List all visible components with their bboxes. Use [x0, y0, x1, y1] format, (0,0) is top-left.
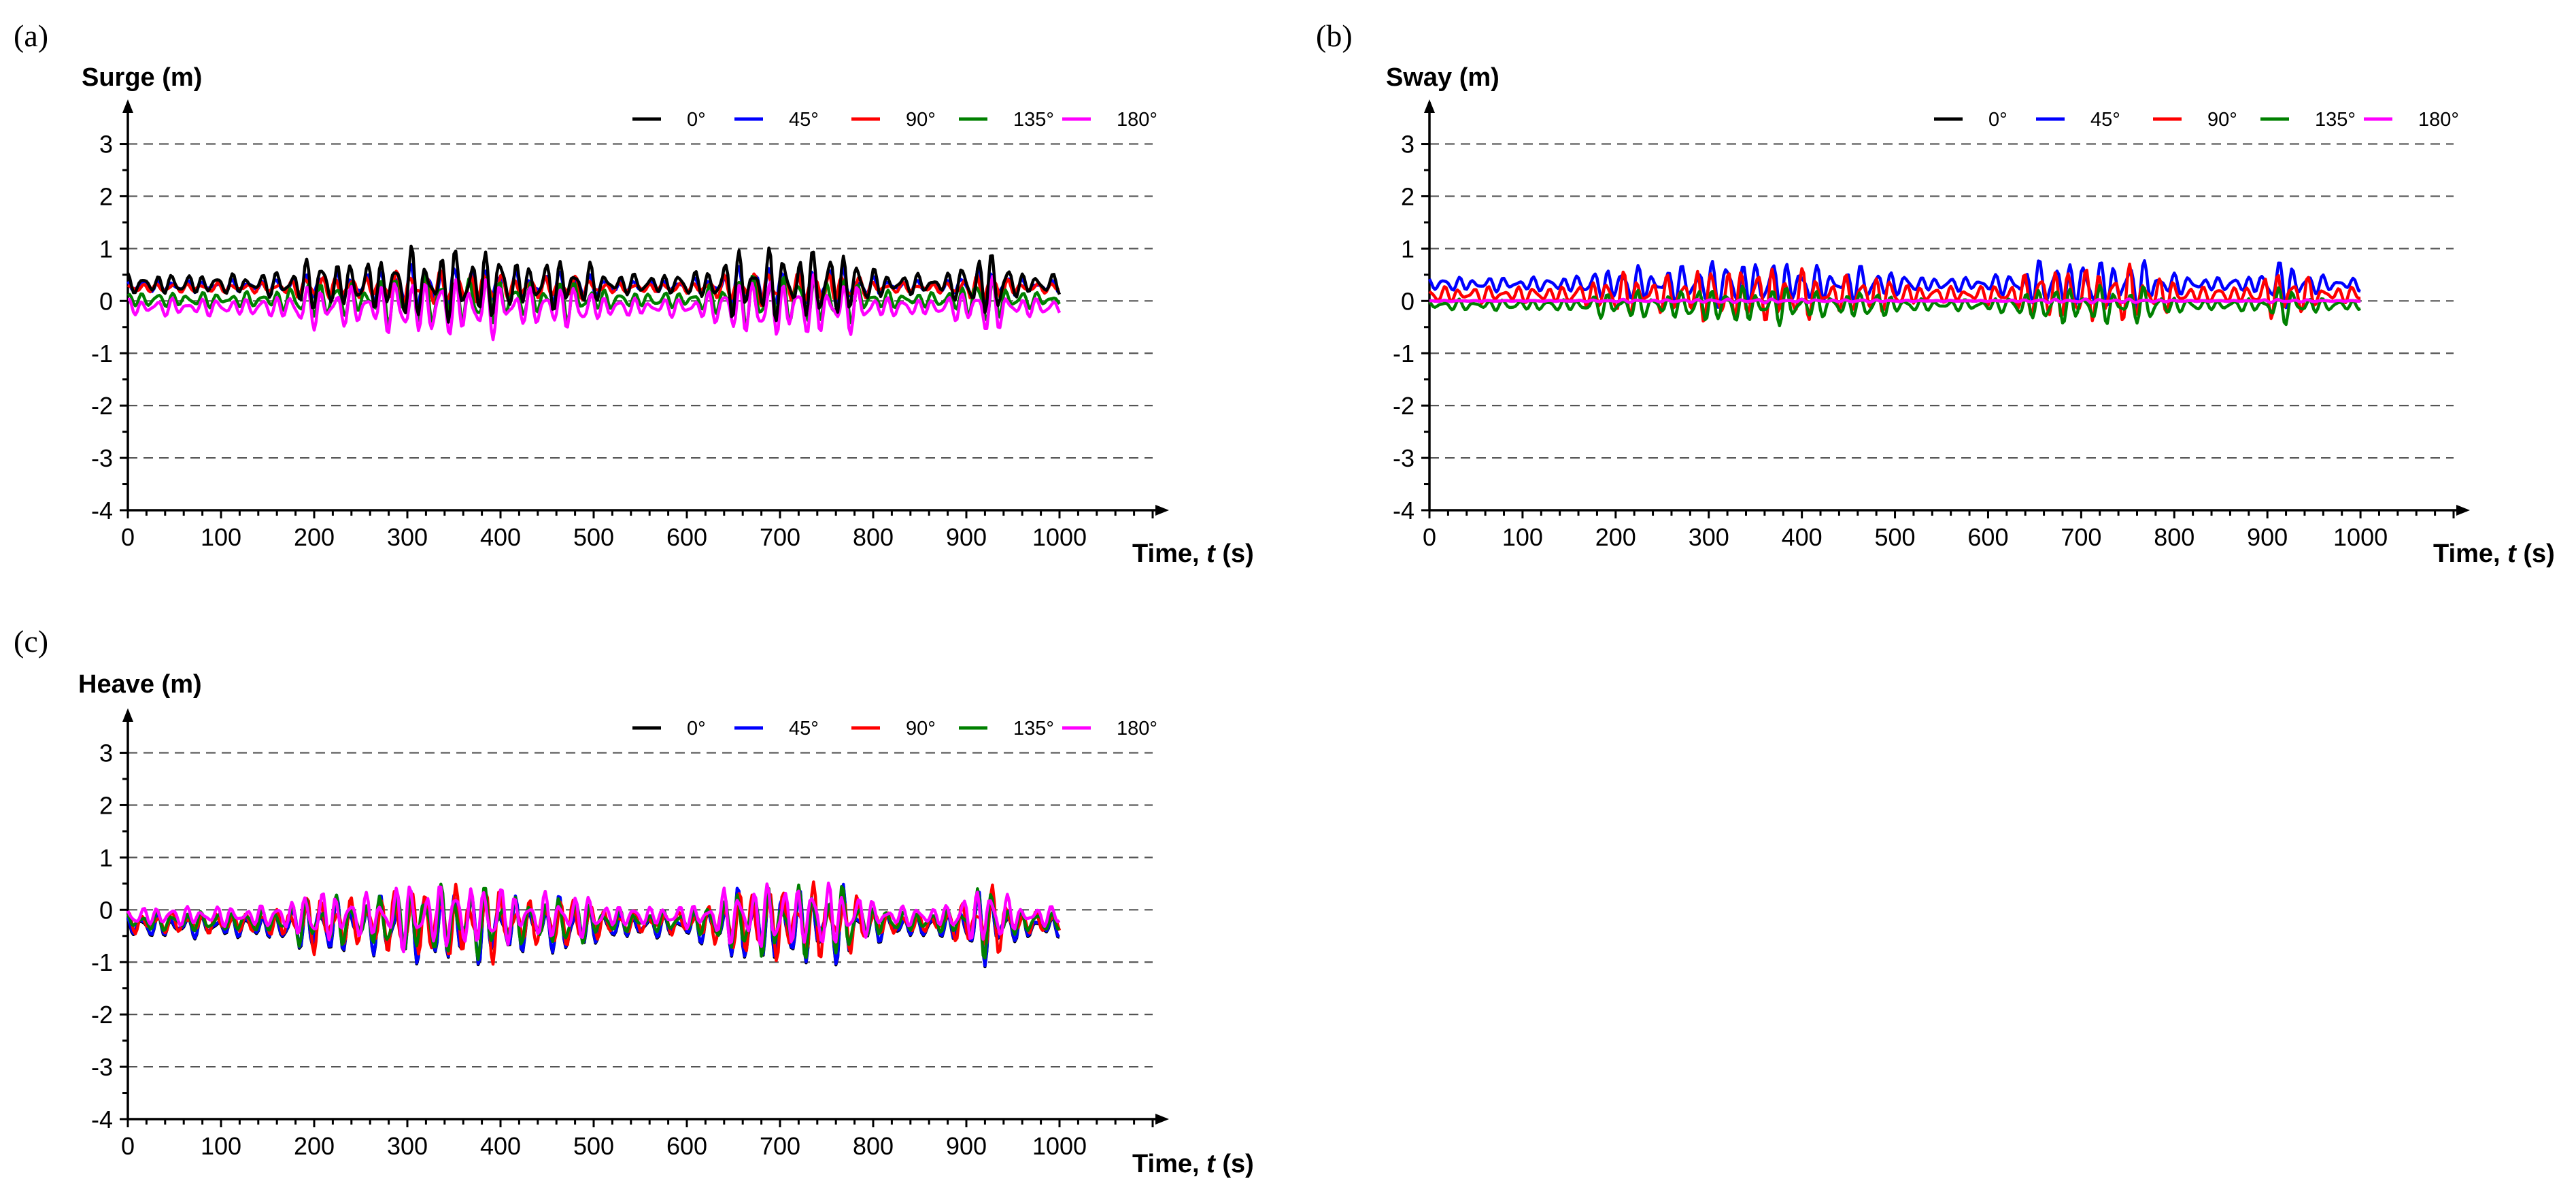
legend-label: 135° — [1013, 718, 1054, 740]
y-axis-label: Sway (m) — [1386, 63, 1499, 92]
x-tick-label: 0 — [1423, 523, 1436, 551]
x-tick-label: 900 — [946, 1132, 987, 1160]
panel-letter: (b) — [1316, 18, 1353, 53]
y-tick-label: -4 — [91, 1106, 113, 1133]
x-axis-label: Time, t (s) — [1132, 539, 1254, 568]
x-axis-label: Time, t (s) — [1132, 1150, 1254, 1178]
x-tick-label: 700 — [760, 1132, 800, 1160]
legend-label: 90° — [906, 109, 936, 131]
y-tick-label: 0 — [1401, 287, 1414, 315]
chart-panel-c: (c) Heave (m) -4 -3 -2 -1 0 1 2 3 0 100 200 300 400 500… — [14, 624, 1254, 1178]
series-line — [1427, 259, 2361, 310]
y-axis-arrow — [1424, 99, 1435, 113]
x-tick-label: 700 — [760, 523, 800, 551]
y-tick-label: -1 — [1393, 339, 1414, 367]
y-tick-label: 3 — [1401, 131, 1414, 159]
y-axis-label: Surge (m) — [82, 63, 202, 92]
y-tick-label: -4 — [91, 497, 113, 525]
x-tick-label: 0 — [121, 1132, 135, 1160]
legend-label: 90° — [906, 718, 936, 740]
x-tick-label: 200 — [294, 1132, 335, 1160]
x-tick-label: 1000 — [1032, 523, 1087, 551]
y-tick-label: -3 — [1393, 444, 1414, 472]
x-tick-label: 100 — [201, 1132, 241, 1160]
y-axis-arrow — [122, 708, 133, 722]
y-tick-label: -3 — [91, 444, 113, 472]
legend-label: 45° — [2090, 109, 2120, 131]
x-tick-label: 0 — [121, 523, 135, 551]
x-tick-label: 800 — [853, 523, 894, 551]
x-tick-label: 600 — [666, 523, 707, 551]
y-tick-label: -1 — [91, 339, 113, 367]
y-tick-label: -1 — [91, 948, 113, 976]
x-tick-label: 400 — [1782, 523, 1823, 551]
series-line — [128, 273, 1062, 342]
y-tick-label: -2 — [91, 392, 113, 420]
legend-label: 0° — [1988, 109, 2007, 131]
legend-label: 0° — [687, 718, 706, 740]
x-axis-label: Time, t (s) — [2433, 539, 2555, 568]
series-line — [1429, 297, 2361, 305]
x-tick-label: 500 — [1875, 523, 1916, 551]
y-tick-label: -2 — [1393, 392, 1414, 420]
x-tick-label: 800 — [853, 1132, 894, 1160]
y-tick-label: 3 — [99, 740, 113, 767]
x-tick-label: 600 — [1967, 523, 2008, 551]
x-tick-label: 400 — [480, 1132, 521, 1160]
x-tick-label: 600 — [666, 1132, 707, 1160]
legend-label: 0° — [687, 109, 706, 131]
x-tick-label: 200 — [294, 523, 335, 551]
x-axis-arrow — [1155, 1114, 1169, 1125]
y-tick-label: 0 — [99, 287, 113, 315]
y-tick-label: -2 — [91, 1001, 113, 1029]
x-tick-label: 300 — [387, 523, 428, 551]
x-tick-label: 300 — [1689, 523, 1729, 551]
x-tick-label: 200 — [1595, 523, 1636, 551]
y-tick-label: 1 — [99, 844, 113, 871]
x-tick-label: 1000 — [1032, 1132, 1087, 1160]
y-tick-label: -3 — [91, 1053, 113, 1081]
series-line — [126, 881, 1061, 954]
chart-panel-a: (a) Surge (m) -4 -3 -2 -1 0 1 2 3 0 100 200 300 400 500… — [14, 18, 1254, 568]
y-tick-label: 1 — [99, 235, 113, 263]
x-axis-arrow — [2456, 505, 2470, 516]
legend-label: 135° — [2315, 109, 2356, 131]
y-tick-label: 2 — [1401, 182, 1414, 210]
panel-letter: (c) — [14, 624, 48, 659]
legend-label: 45° — [789, 718, 819, 740]
y-tick-label: 2 — [99, 791, 113, 819]
legend-label: 180° — [1117, 109, 1157, 131]
x-axis-arrow — [1155, 505, 1169, 516]
x-tick-label: 900 — [2247, 523, 2288, 551]
x-tick-label: 500 — [573, 523, 614, 551]
legend-label: 90° — [2207, 109, 2237, 131]
x-tick-label: 800 — [2154, 523, 2194, 551]
legend-label: 180° — [1117, 718, 1157, 740]
y-axis-arrow — [122, 99, 133, 113]
y-tick-label: 1 — [1401, 235, 1414, 263]
y-axis-label: Heave (m) — [78, 670, 202, 699]
series-line — [126, 244, 1062, 324]
y-tick-label: 3 — [99, 131, 113, 159]
x-tick-label: 700 — [2061, 523, 2101, 551]
x-tick-label: 100 — [1502, 523, 1543, 551]
legend-label: 180° — [2418, 109, 2459, 131]
panel-letter: (a) — [14, 18, 48, 53]
y-tick-label: 2 — [99, 182, 113, 210]
chart-panel-b: (b) Sway (m) -4 -3 -2 -1 0 1 2 3 0 100 200 300 400 500 6… — [1316, 18, 2555, 568]
legend-label: 45° — [789, 109, 819, 131]
y-tick-label: 0 — [99, 896, 113, 924]
x-tick-label: 1000 — [2333, 523, 2388, 551]
x-tick-label: 300 — [387, 1132, 428, 1160]
x-tick-label: 900 — [946, 523, 987, 551]
x-tick-label: 100 — [201, 523, 241, 551]
legend-label: 135° — [1013, 109, 1054, 131]
y-tick-label: -4 — [1393, 497, 1414, 525]
x-tick-label: 500 — [573, 1132, 614, 1160]
x-tick-label: 400 — [480, 523, 521, 551]
